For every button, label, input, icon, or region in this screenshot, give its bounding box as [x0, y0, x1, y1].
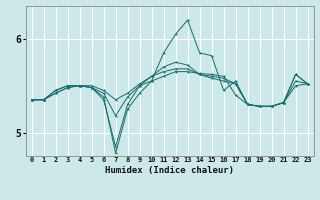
- X-axis label: Humidex (Indice chaleur): Humidex (Indice chaleur): [105, 166, 234, 175]
